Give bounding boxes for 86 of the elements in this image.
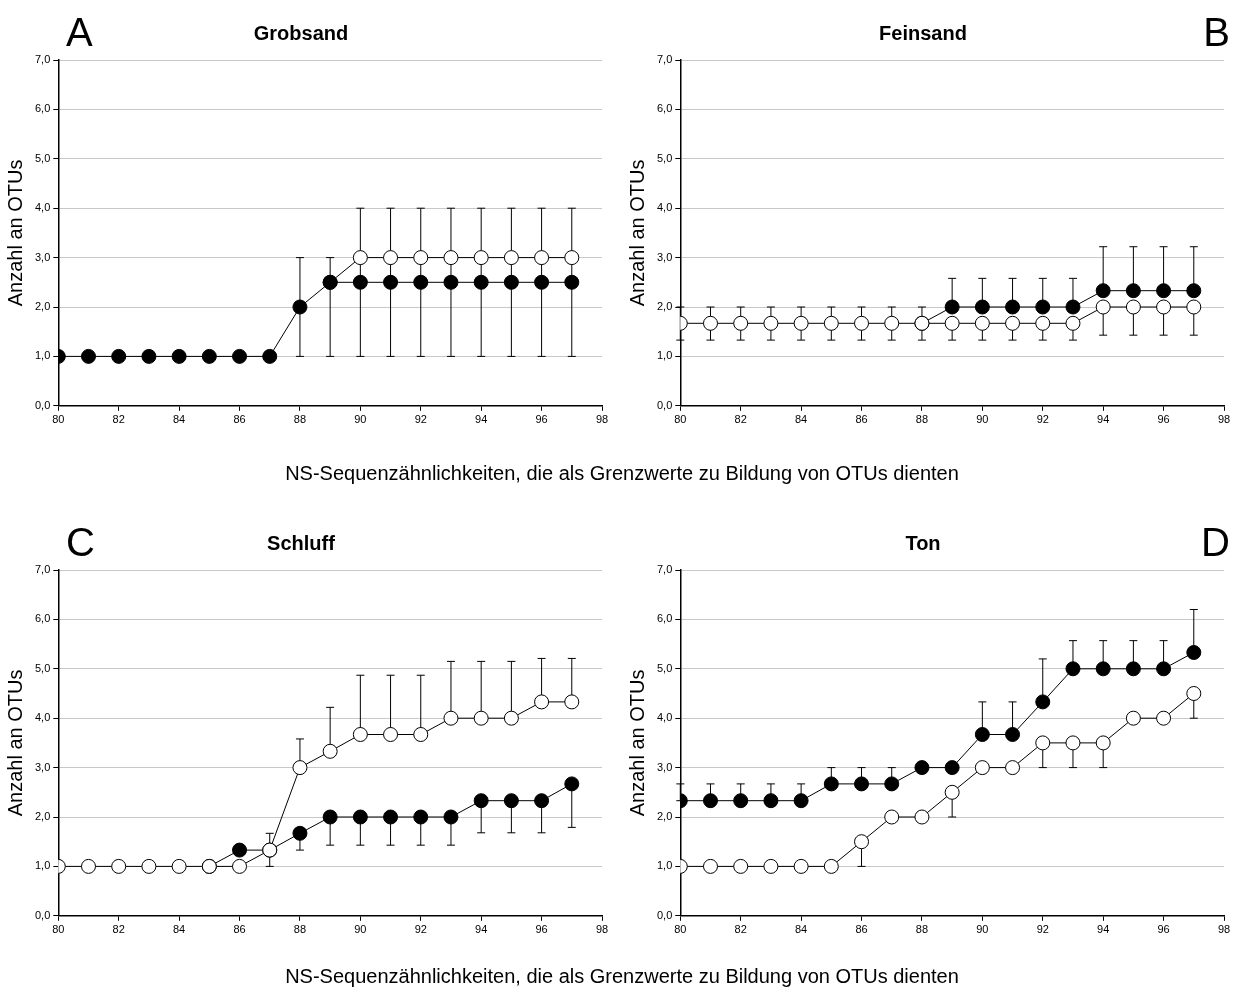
x-tick-label: 88 xyxy=(293,413,307,426)
y-tick-label: 1,0 xyxy=(656,859,673,872)
x-tick-label: 86 xyxy=(855,923,868,936)
x-tick-label: 90 xyxy=(976,923,989,936)
chart-title: Feinsand xyxy=(879,21,967,44)
x-tick-label: 80 xyxy=(52,923,65,936)
x-tick-label: 86 xyxy=(233,923,246,936)
chart-title: Schluff xyxy=(267,531,336,554)
x-tick-label: 96 xyxy=(535,923,548,936)
x-tick-label: 90 xyxy=(354,923,367,936)
chart-title: Ton xyxy=(905,531,941,554)
y-tick-label: 7,0 xyxy=(34,563,51,576)
y-tick-label: 2,0 xyxy=(34,810,51,823)
x-tick-label: 90 xyxy=(976,413,989,426)
y-tick-label: 3,0 xyxy=(656,760,673,773)
x-tick-label: 94 xyxy=(1097,413,1110,426)
x-tick-label: 90 xyxy=(354,413,367,426)
y-tick-label: 6,0 xyxy=(656,612,673,625)
y-tick-label: 5,0 xyxy=(34,661,51,674)
x-tick-label: 98 xyxy=(1217,413,1231,426)
x-tick-label: 94 xyxy=(475,923,488,936)
y-tick-label: 6,0 xyxy=(656,102,673,115)
y-axis-title: Anzahl an OTUs xyxy=(625,669,648,817)
x-tick-label: 92 xyxy=(1036,413,1049,426)
x-tick-label: 94 xyxy=(1097,923,1110,936)
text: B xyxy=(1203,10,1230,54)
y-tick-label: 2,0 xyxy=(656,810,673,823)
x-tick-label: 80 xyxy=(674,413,687,426)
x-tick-label: 84 xyxy=(172,923,186,936)
y-tick-label: 5,0 xyxy=(656,151,673,164)
y-tick-label: 5,0 xyxy=(656,661,673,674)
x-tick-label: 98 xyxy=(595,413,609,426)
x-tick-label: 96 xyxy=(535,413,548,426)
x-tick-label: 86 xyxy=(855,413,868,426)
x-tick-label: 82 xyxy=(734,923,747,936)
x-tick-label: 84 xyxy=(794,413,808,426)
x-axis-title: NS-Sequenzähnlichkeiten, die als Grenzwerte zu Bildung von OTUs dienten xyxy=(284,965,960,988)
y-tick-label: 1,0 xyxy=(34,349,51,362)
x-tick-label: 98 xyxy=(1217,923,1231,936)
x-tick-label: 96 xyxy=(1157,923,1170,936)
x-tick-label: 84 xyxy=(172,413,186,426)
x-tick-label: 86 xyxy=(233,413,246,426)
y-tick-label: 2,0 xyxy=(34,300,51,313)
y-tick-label: 0,0 xyxy=(34,398,51,411)
y-tick-label: 7,0 xyxy=(656,563,673,576)
y-tick-label: 5,0 xyxy=(34,151,51,164)
x-tick-label: 88 xyxy=(915,413,929,426)
y-tick-label: 4,0 xyxy=(656,711,673,724)
y-tick-label: 1,0 xyxy=(656,349,673,362)
y-tick-label: 3,0 xyxy=(34,250,51,263)
x-tick-label: 92 xyxy=(414,923,427,936)
y-tick-label: 0,0 xyxy=(656,398,673,411)
x-tick-label: 92 xyxy=(414,413,427,426)
chart-title: Grobsand xyxy=(253,21,349,44)
y-axis-title: Anzahl an OTUs xyxy=(625,159,648,307)
y-tick-label: 3,0 xyxy=(34,760,51,773)
x-tick-label: 82 xyxy=(112,413,125,426)
x-tick-label: 82 xyxy=(112,923,125,936)
x-tick-label: 88 xyxy=(915,923,929,936)
x-tick-label: 88 xyxy=(293,923,307,936)
y-tick-label: 2,0 xyxy=(656,300,673,313)
y-tick-label: 3,0 xyxy=(656,250,673,263)
x-tick-label: 80 xyxy=(52,413,65,426)
x-tick-label: 98 xyxy=(595,923,609,936)
y-tick-label: 0,0 xyxy=(656,908,673,921)
text: D xyxy=(1201,520,1230,564)
x-tick-label: 96 xyxy=(1157,413,1170,426)
y-axis-title: Anzahl an OTUs xyxy=(3,669,26,817)
y-tick-label: 7,0 xyxy=(656,53,673,66)
x-axis-title: NS-Sequenzähnlichkeiten, die als Grenzwerte zu Bildung von OTUs dienten xyxy=(284,462,960,485)
text: A xyxy=(66,10,93,54)
x-tick-label: 80 xyxy=(674,923,687,936)
text: C xyxy=(66,520,95,564)
y-tick-label: 0,0 xyxy=(34,908,51,921)
y-axis-title: Anzahl an OTUs xyxy=(3,159,26,307)
y-tick-label: 4,0 xyxy=(656,201,673,214)
y-tick-label: 6,0 xyxy=(34,102,51,115)
x-tick-label: 84 xyxy=(794,923,808,936)
y-tick-label: 4,0 xyxy=(34,711,51,724)
x-tick-label: 94 xyxy=(475,413,488,426)
y-tick-label: 4,0 xyxy=(34,201,51,214)
y-tick-label: 1,0 xyxy=(34,859,51,872)
x-tick-label: 82 xyxy=(734,413,747,426)
y-tick-label: 7,0 xyxy=(34,53,51,66)
y-tick-label: 6,0 xyxy=(34,612,51,625)
x-tick-label: 92 xyxy=(1036,923,1049,936)
